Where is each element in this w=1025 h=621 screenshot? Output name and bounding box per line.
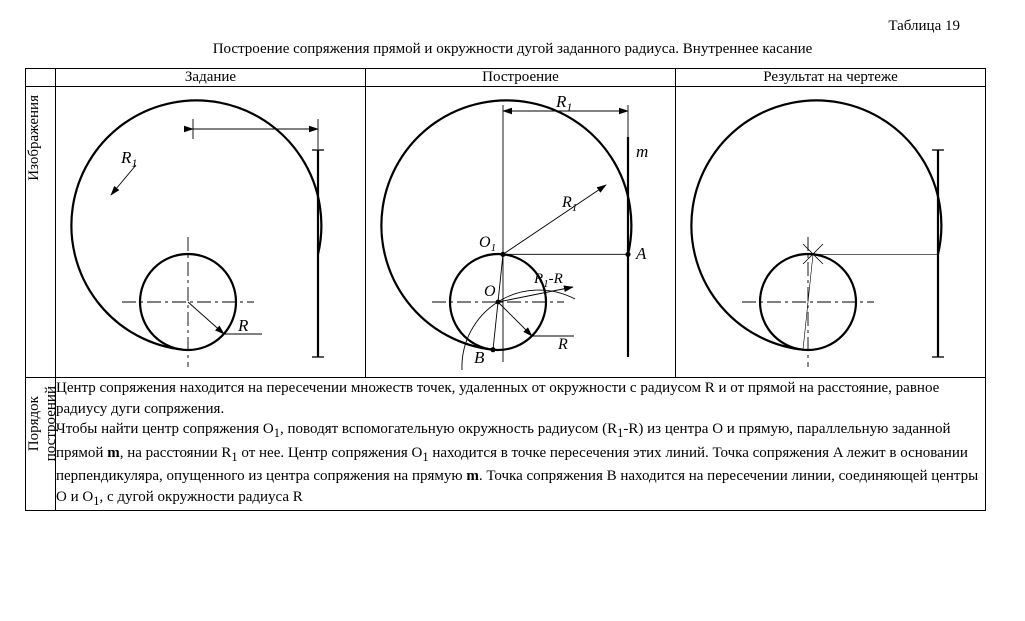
svg-task: R R1 <box>56 87 366 377</box>
label-O: O <box>484 283 496 300</box>
table-number: Таблица 19 <box>25 18 960 35</box>
explanation-cell: Центр сопряжения находится на пересечени… <box>56 378 986 511</box>
label-A: A <box>635 244 647 263</box>
label-R1-R: R1-R <box>533 271 563 290</box>
main-table: Задание Построение Результат на чертеже … <box>25 68 986 511</box>
leader-R1-R <box>498 287 573 302</box>
header-task: Задание <box>56 69 366 87</box>
conjugation-arc <box>381 100 631 349</box>
conjugation-arc <box>691 100 941 349</box>
row-label-images: Изображения <box>26 87 56 378</box>
caption: Построение сопряжения прямой и окружност… <box>25 41 1000 58</box>
label-R1-radius: R1 <box>561 194 577 214</box>
header-row: Задание Построение Результат на чертеже <box>26 69 986 87</box>
explain-p2: Чтобы найти центр сопряжения O1, поводят… <box>56 421 978 504</box>
label-R: R <box>237 316 249 335</box>
svg-construction: m R1 O O1 <box>366 87 676 377</box>
images-row: Изображения <box>26 87 986 378</box>
svg-result <box>676 87 986 377</box>
header-empty <box>26 69 56 87</box>
conjugation-arc <box>71 100 321 349</box>
label-O1: O1 <box>479 234 496 254</box>
row-label-order: Порядок построений <box>26 378 56 511</box>
leader-R1 <box>503 185 606 254</box>
fig-result <box>676 87 986 378</box>
row-label-order-text: Порядок построений <box>26 378 55 469</box>
header-construction: Построение <box>366 69 676 87</box>
fig-construction: m R1 O O1 <box>366 87 676 378</box>
order-row: Порядок построений Центр сопряжения нахо… <box>26 378 986 511</box>
row-label-images-text: Изображения <box>26 87 55 189</box>
label-m: m <box>636 142 648 161</box>
fig-task: R R1 <box>56 87 366 378</box>
header-result: Результат на чертеже <box>676 69 986 87</box>
label-R-small: R <box>557 336 568 353</box>
explain-p1: Центр сопряжения находится на пересечени… <box>56 380 939 417</box>
label-B: B <box>474 348 485 367</box>
